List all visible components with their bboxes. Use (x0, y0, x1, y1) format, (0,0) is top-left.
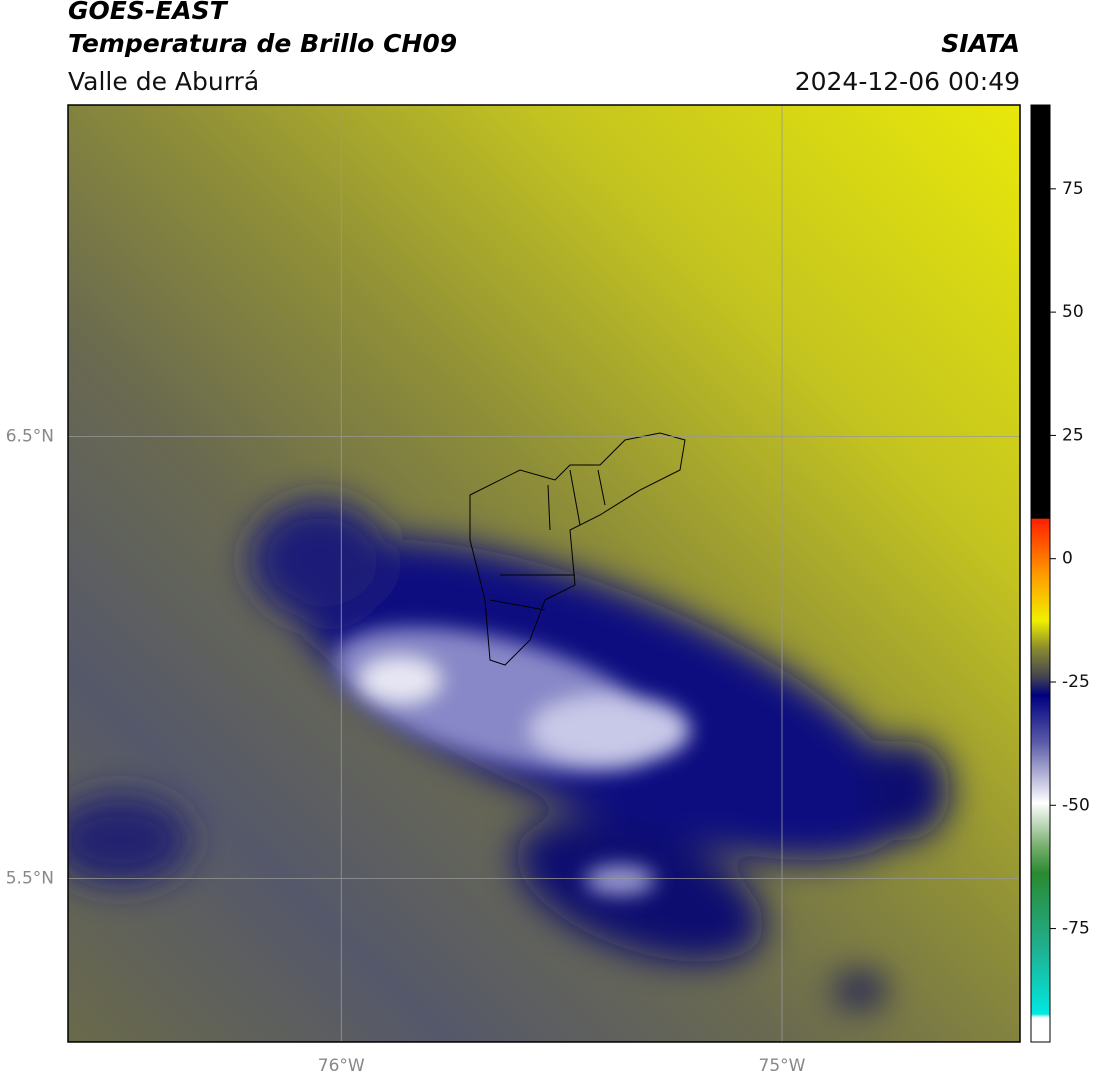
satellite-image (68, 105, 1020, 1042)
colorbar (1030, 104, 1051, 1043)
colorbar-tick-label: 0 (1062, 549, 1073, 569)
region: Valle de Aburrá (68, 67, 259, 96)
colorbar-tick-label: 75 (1062, 179, 1084, 199)
title: GOES-EAST (68, 0, 229, 25)
colorbar-tick-label: 50 (1062, 302, 1084, 322)
x-tick-label: 76°W (318, 1056, 365, 1076)
source: SIATA (941, 29, 1020, 58)
colorbar-tick-label: -75 (1062, 919, 1090, 939)
colorbar-tick-label: 25 (1062, 425, 1084, 445)
municipal-boundaries (469, 432, 686, 666)
colorbar-tick-label: -50 (1062, 795, 1090, 815)
x-tick-label: 75°W (759, 1056, 806, 1076)
y-tick-label: 6.5°N (6, 426, 54, 446)
subtitle: Temperatura de Brillo CH09 (68, 29, 457, 58)
y-tick-label: 5.5°N (6, 868, 54, 888)
colorbar-tick-label: -25 (1062, 672, 1090, 692)
map-frame (67, 104, 1021, 1043)
datetime: 2024-12-06 00:49 (795, 67, 1020, 96)
